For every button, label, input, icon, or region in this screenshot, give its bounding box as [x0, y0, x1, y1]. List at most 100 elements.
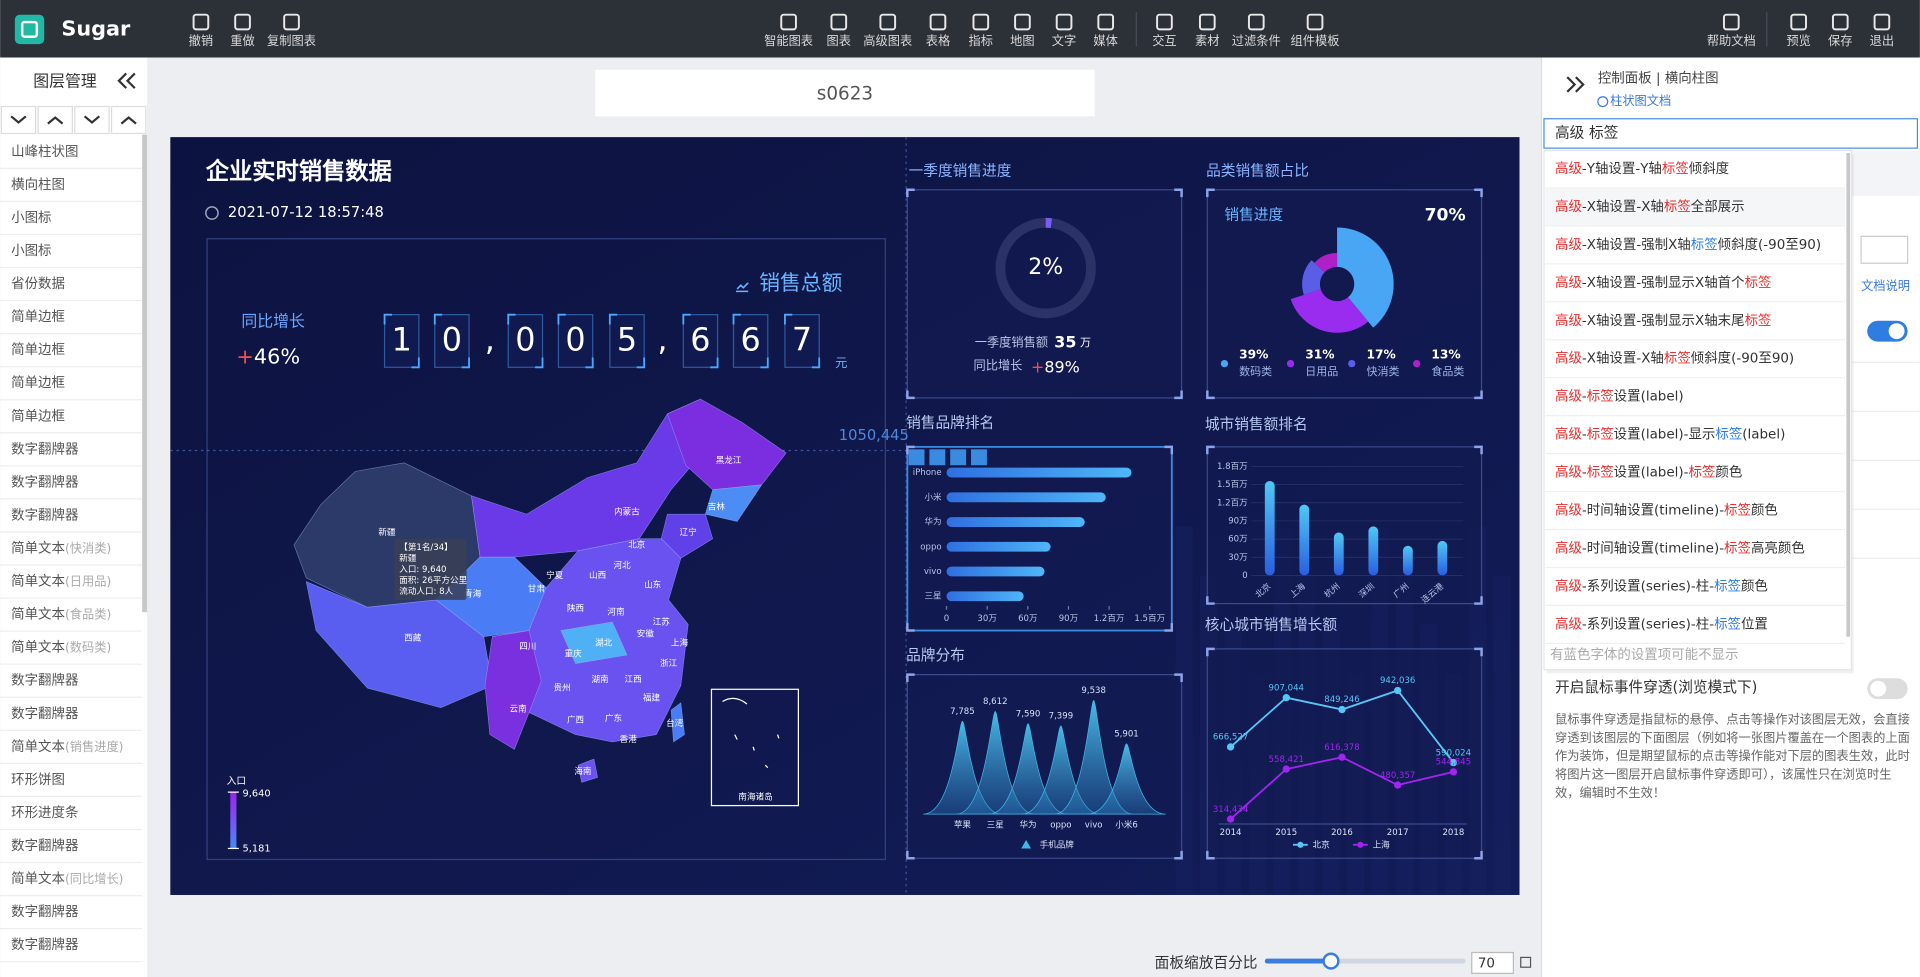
search-result[interactable]: 高级-X轴设置-X轴标签全部展示	[1545, 188, 1846, 227]
layer-item[interactable]: 小图标	[0, 243, 143, 269]
layer-item[interactable]: 山峰柱状图	[0, 144, 143, 169]
layer-item-label[interactable]: 横向柱图	[11, 177, 65, 193]
layer-item-label[interactable]: 小图标	[11, 210, 51, 226]
zoom-input[interactable]	[1471, 951, 1515, 974]
search-result[interactable]: 高级-X轴设置-强制显示X轴末尾标签	[1545, 312, 1846, 341]
layer-item[interactable]: 数字翻牌器	[0, 440, 143, 467]
layer-item-label[interactable]: 简单文本(销售进度)	[11, 738, 123, 755]
toolbar-button[interactable]: 文字	[1052, 13, 1076, 48]
search-result-label[interactable]: 高级-时间轴设置(timeline)-标签高亮颜色	[1555, 539, 1805, 556]
toolbar-button-label[interactable]: 复制图表	[267, 34, 316, 48]
layer-item-label[interactable]: 山峰柱状图	[11, 144, 78, 160]
toolbar-button[interactable]: 复制图表	[267, 13, 316, 48]
search-result[interactable]: 高级-X轴设置-强制X轴标签倾斜度(-90至90)	[1545, 236, 1846, 265]
zoom-knob[interactable]	[1322, 952, 1340, 970]
toolbar-button-label[interactable]: 帮助文档	[1707, 33, 1756, 48]
layer-item[interactable]: 简单文本(同比增长)	[0, 870, 143, 897]
layer-item[interactable]: 简单文本(日用品)	[0, 573, 143, 599]
layer-item-label[interactable]: 数字翻牌器	[11, 903, 79, 920]
layer-item[interactable]: 数字翻牌器	[0, 672, 143, 698]
layer-item-label[interactable]: 小图标	[11, 243, 51, 259]
layer-item-label[interactable]: 简单文本(同比增长)	[11, 870, 123, 887]
search-result-label[interactable]: 高级-X轴设置-强制显示X轴末尾标签	[1555, 312, 1771, 329]
layer-item-label[interactable]: 数字翻牌器	[11, 506, 79, 523]
toolbar-button[interactable]: 图表	[827, 13, 851, 48]
layer-item-label[interactable]: 简单文本(数码类)	[11, 639, 111, 656]
layer-item[interactable]: 环形饼图	[0, 772, 143, 798]
search-result-label[interactable]: 高级-时间轴设置(timeline)-标签颜色	[1555, 502, 1778, 519]
layer-item-label[interactable]: 数字翻牌器	[11, 936, 79, 953]
toolbar-button[interactable]: 高级图表	[863, 13, 912, 48]
doc-note[interactable]: 文档说明	[1861, 278, 1910, 293]
toolbar-button[interactable]: 过滤条件	[1232, 13, 1281, 48]
search-result[interactable]: 高级-标签设置(label)	[1545, 388, 1846, 417]
toolbar-button-label[interactable]: 重做	[230, 33, 254, 48]
collapse-icon[interactable]	[117, 72, 136, 89]
toolbar-button-label[interactable]: 退出	[1870, 34, 1894, 48]
search-result[interactable]: 高级-标签设置(label)-标签颜色	[1545, 464, 1846, 493]
toolbar-button-label[interactable]: 预览	[1786, 33, 1810, 48]
search-result[interactable]: 高级-时间轴设置(timeline)-标签颜色	[1545, 502, 1846, 531]
toolbar-button-label[interactable]: 过滤条件	[1232, 34, 1281, 48]
toolbar-button-label[interactable]: 交互	[1152, 33, 1176, 48]
search-result-label[interactable]: 高级-X轴设置-强制显示X轴首个标签	[1555, 274, 1771, 291]
toolbar-button-label[interactable]: 图表	[827, 34, 851, 48]
layer-item[interactable]: 简单文本(销售进度)	[0, 738, 143, 764]
setting-input[interactable]	[1860, 235, 1909, 264]
search-result[interactable]: 高级-X轴设置-X轴标签倾斜度(-90至90)	[1545, 350, 1846, 379]
layer-item-label[interactable]: 简单文本(快消类)	[11, 539, 111, 556]
doc-link[interactable]: 柱状图文档	[1610, 93, 1671, 108]
toolbar-button[interactable]: 预览	[1786, 13, 1811, 48]
layer-item-label[interactable]: 简单边框	[11, 374, 65, 391]
search-result-label[interactable]: 高级-Y轴设置-Y轴标签倾斜度	[1555, 160, 1729, 177]
layer-item-label[interactable]: 简单文本(日用品)	[11, 573, 111, 590]
fullscreen-icon[interactable]	[1520, 956, 1532, 968]
toolbar-button-label[interactable]: 保存	[1828, 34, 1852, 48]
layer-item[interactable]: 数字翻牌器	[0, 903, 143, 930]
widget-action[interactable]	[929, 449, 946, 466]
search-result[interactable]: 高级-系列设置(series)-柱-标签颜色	[1545, 577, 1846, 607]
search-result-label[interactable]: 高级-标签设置(label)-显示标签(label)	[1555, 426, 1785, 443]
toolbar-button[interactable]: 交互	[1152, 13, 1177, 48]
layer-item[interactable]: 省份数据	[0, 276, 143, 302]
layer-item[interactable]: 小图标	[0, 210, 143, 236]
layer-item[interactable]: 数字翻牌器	[0, 473, 143, 500]
toolbar-button-label[interactable]: 媒体	[1093, 34, 1117, 48]
layer-item-label[interactable]: 数字翻牌器	[11, 440, 79, 457]
toolbar-button[interactable]: 撤销	[189, 13, 213, 48]
toolbar-button[interactable]: 保存	[1828, 13, 1853, 48]
toolbar-button-label[interactable]: 表格	[926, 33, 950, 48]
layer-item[interactable]: 数字翻牌器	[0, 936, 143, 963]
widget-action[interactable]	[908, 449, 925, 466]
toolbar-button[interactable]: 地图	[1010, 13, 1035, 48]
toolbar-button[interactable]: 重做	[230, 13, 255, 48]
search-input[interactable]	[1543, 118, 1919, 149]
layer-item-label[interactable]: 简单边框	[11, 407, 65, 424]
toolbar-button[interactable]: 智能图表	[764, 13, 813, 48]
layer-order-button[interactable]	[110, 105, 147, 135]
widget-action[interactable]	[950, 449, 967, 466]
toolbar-button[interactable]: 退出	[1870, 13, 1894, 48]
toolbar-button-label[interactable]: 组件模板	[1291, 34, 1340, 48]
layer-item-label[interactable]: 环形进度条	[11, 804, 78, 821]
search-result-label[interactable]: 高级-X轴设置-强制X轴标签倾斜度(-90至90)	[1555, 236, 1821, 253]
layer-item[interactable]: 数字翻牌器	[0, 705, 143, 731]
toolbar-button[interactable]: 帮助文档	[1707, 13, 1756, 48]
layer-order-button[interactable]	[74, 105, 110, 135]
toolbar-button[interactable]: 表格	[926, 13, 950, 48]
toolbar-button-label[interactable]: 素材	[1195, 34, 1219, 48]
search-result-label[interactable]: 高级-X轴设置-X轴标签全部展示	[1555, 198, 1745, 215]
toolbar-button-label[interactable]: 文字	[1052, 33, 1076, 48]
layer-item[interactable]: 简单文本(数码类)	[0, 639, 143, 665]
layer-item-label[interactable]: 简单边框	[11, 341, 65, 358]
search-result[interactable]: 高级-时间轴设置(timeline)-标签高亮颜色	[1545, 539, 1846, 569]
layer-item[interactable]: 简单文本(快消类)	[0, 539, 143, 566]
toolbar-button-label[interactable]: 指标	[969, 33, 993, 48]
search-result-label[interactable]: 高级-标签设置(label)-标签颜色	[1555, 464, 1742, 481]
toolbar-button-label[interactable]: 地图	[1010, 34, 1034, 48]
toolbar-button-label[interactable]: 智能图表	[764, 33, 813, 48]
search-result[interactable]: 高级-系列设置(series)-柱-标签位置	[1545, 615, 1846, 644]
layer-item-label[interactable]: 数字翻牌器	[11, 837, 79, 854]
search-result[interactable]: 高级-X轴设置-强制显示X轴首个标签	[1545, 274, 1846, 303]
layer-item[interactable]: 简单边框	[0, 308, 143, 335]
